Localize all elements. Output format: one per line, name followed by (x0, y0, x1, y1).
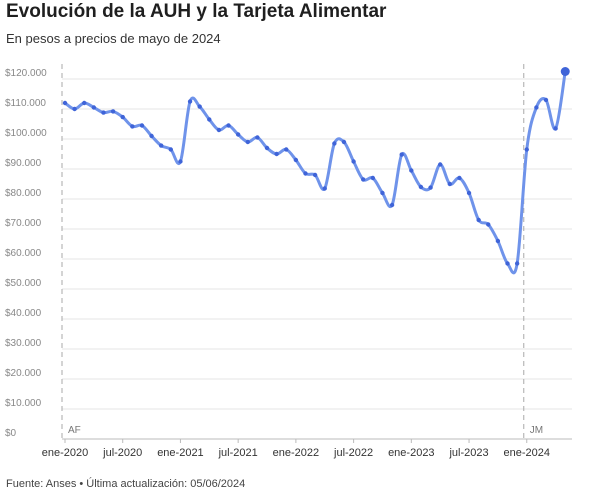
x-tick-label: ene-2021 (157, 447, 204, 459)
data-point (101, 110, 106, 115)
y-tick-label: $50.000 (5, 278, 42, 289)
data-point (226, 123, 231, 128)
data-point (486, 222, 491, 227)
y-tick-label: $100.000 (5, 128, 47, 139)
data-point (322, 186, 327, 191)
data-point (207, 117, 212, 122)
y-tick-label: $40.000 (5, 308, 42, 319)
x-tick-label: jul-2020 (102, 447, 142, 459)
data-point (457, 175, 462, 181)
data-point (399, 152, 404, 157)
data-point (274, 151, 279, 157)
y-tick-label: $10.000 (5, 398, 42, 409)
y-tick-label: $90.000 (5, 158, 42, 169)
y-tick-label: $80.000 (5, 188, 42, 199)
data-point (476, 217, 481, 223)
data-point (149, 133, 154, 139)
source-footer: Fuente: Anses • Última actualización: 05… (6, 478, 246, 490)
data-point (495, 238, 501, 244)
x-tick-label: ene-2022 (273, 447, 320, 459)
data-point (380, 190, 385, 196)
data-point (82, 100, 87, 106)
data-point (168, 147, 174, 152)
data-point (91, 105, 97, 110)
data-point (62, 100, 68, 106)
data-point (255, 135, 260, 140)
data-point (553, 126, 558, 131)
y-tick-label: $30.000 (5, 338, 42, 349)
data-point (110, 109, 116, 114)
period-marker-label: JM (530, 425, 543, 436)
data-point (514, 261, 520, 266)
data-point (543, 97, 549, 103)
data-point (389, 202, 395, 208)
data-point (130, 124, 135, 129)
data-point (428, 185, 433, 190)
y-tick-label: $60.000 (5, 248, 42, 259)
data-point (524, 147, 529, 152)
data-point (235, 132, 241, 137)
data-point (293, 157, 299, 163)
data-point (312, 172, 318, 178)
data-point (418, 184, 424, 190)
data-point (361, 177, 366, 182)
data-point (120, 114, 125, 120)
data-point (351, 159, 356, 164)
y-tick-label: $0 (5, 428, 17, 439)
x-tick-label: jul-2021 (218, 447, 258, 459)
data-point (466, 190, 472, 196)
data-point (505, 261, 510, 266)
y-tick-label: $110.000 (5, 98, 46, 109)
x-tick-label: ene-2023 (388, 447, 435, 459)
x-tick-label: ene-2024 (504, 447, 551, 459)
line-chart: $0 $10.000 $20.000 $30.000 $40.000 $50.000 $60… (5, 64, 572, 459)
y-tick-label: $20.000 (5, 368, 42, 379)
data-point (332, 141, 337, 146)
data-point (72, 106, 77, 112)
x-tick-label: jul-2023 (448, 447, 488, 459)
data-point (534, 105, 539, 110)
x-tick-label: jul-2022 (333, 447, 373, 459)
series-line (63, 70, 567, 275)
period-marker-label: AF (68, 425, 81, 436)
data-point (409, 168, 414, 173)
data-point (245, 139, 250, 145)
data-point (159, 143, 164, 148)
data-point (197, 104, 202, 109)
data-point (447, 181, 452, 187)
data-point (341, 139, 347, 145)
data-point (216, 127, 222, 133)
chart-title: Evolución de la AUH y la Tarjeta Aliment… (6, 1, 387, 22)
chart-subtitle: En pesos a precios de mayo de 2024 (6, 31, 221, 46)
data-point (264, 145, 270, 151)
data-point (284, 147, 289, 152)
data-point (178, 159, 183, 164)
data-point (437, 162, 443, 167)
data-point (139, 123, 145, 128)
x-tick-label: ene-2020 (42, 447, 89, 459)
data-point (187, 99, 193, 104)
data-point (370, 175, 376, 181)
latest-data-point (560, 67, 570, 76)
data-point (303, 171, 308, 176)
y-tick-label: $70.000 (5, 218, 42, 229)
y-tick-label: $120.000 (5, 68, 47, 79)
